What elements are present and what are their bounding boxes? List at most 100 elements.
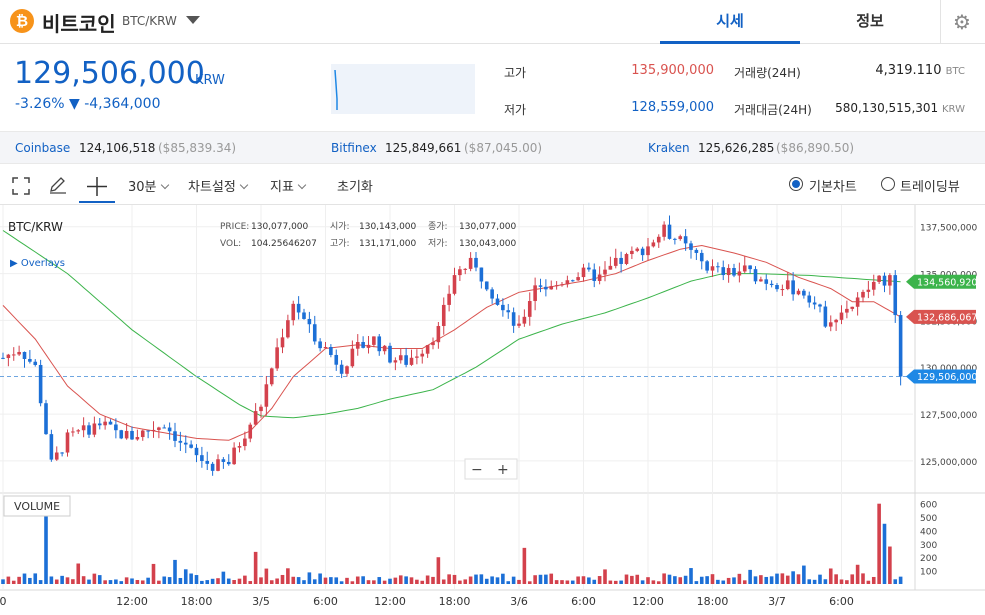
candle — [742, 265, 747, 272]
volume-bar — [162, 576, 167, 584]
volume-label: 거래량(24H) — [734, 66, 801, 80]
candle — [140, 430, 145, 438]
candle — [393, 360, 398, 363]
volume-bar — [312, 579, 317, 584]
interval-select[interactable]: 30분 — [128, 176, 169, 195]
chart-settings-menu[interactable]: 차트설정 — [188, 176, 249, 195]
zoom-out-button[interactable]: − — [471, 462, 483, 478]
candle — [436, 326, 441, 343]
candle — [291, 303, 296, 321]
exchange-price: 124,106,518 — [79, 141, 156, 155]
candle — [893, 275, 898, 316]
tradingview-label[interactable]: 트레이딩뷰 — [900, 180, 960, 195]
exchange-name[interactable]: Kraken — [648, 141, 690, 155]
volume-bar — [114, 579, 118, 584]
volume-bar — [318, 573, 322, 584]
candle — [44, 403, 48, 435]
volume-bar — [656, 581, 661, 584]
candle — [753, 269, 758, 282]
candle — [549, 286, 554, 290]
volume-bar — [17, 576, 21, 584]
candle — [495, 298, 500, 305]
mini-chart — [331, 64, 475, 114]
volume-bar — [366, 580, 371, 584]
volume-bar — [243, 575, 247, 584]
candle — [366, 344, 371, 348]
volume-bar — [269, 580, 274, 584]
candle — [17, 351, 21, 355]
zoom-in-button[interactable]: + — [497, 462, 509, 478]
volume-bar — [737, 573, 742, 584]
volume-bar — [828, 568, 833, 584]
volume-bar — [678, 577, 683, 584]
candle — [372, 336, 376, 345]
volume-bar — [581, 576, 586, 584]
price-tags: 134,560,920 132,686,067 129,506,000 — [906, 274, 977, 384]
chevron-down-icon[interactable] — [186, 16, 200, 24]
candle — [146, 430, 150, 432]
overlays-toggle[interactable]: ▶ Overlays — [10, 258, 65, 269]
candle — [458, 269, 462, 276]
bitcoin-icon: ₿ — [10, 9, 34, 33]
candle — [415, 356, 419, 358]
candle — [898, 315, 903, 377]
tab-info[interactable]: 정보 — [856, 12, 884, 30]
volume-bar — [506, 581, 511, 584]
tradingview-radio[interactable] — [881, 177, 895, 191]
chart-toolbar: 30분 차트설정 지표 초기화 기본차트 트레이딩뷰 — [0, 165, 985, 205]
candle — [716, 266, 720, 268]
coin-pair: BTC/KRW — [122, 14, 177, 28]
volume-bar — [361, 576, 365, 584]
volume-bar — [861, 573, 865, 584]
volume-bar — [452, 574, 457, 584]
pencil-icon[interactable] — [48, 175, 68, 195]
candle — [318, 341, 322, 349]
gear-icon[interactable]: ⚙ — [953, 10, 971, 34]
volume-bar — [791, 571, 795, 584]
volume-bar — [597, 576, 602, 584]
indicators-menu[interactable]: 지표 — [270, 176, 307, 195]
volume-bar — [382, 580, 387, 584]
time-tick-label: 12:00 — [116, 595, 148, 608]
volume-bar — [802, 565, 806, 584]
candle — [737, 271, 742, 276]
candle — [194, 447, 199, 456]
candle — [425, 345, 430, 354]
reset-button[interactable]: 초기화 — [337, 180, 373, 195]
basic-chart-label[interactable]: 기본차트 — [809, 180, 857, 195]
volume-bar — [329, 577, 333, 584]
volume-bar — [275, 578, 279, 584]
divider — [940, 0, 941, 44]
candle — [554, 285, 559, 287]
volume-bar — [157, 580, 161, 584]
candle — [296, 303, 301, 313]
price-chart[interactable]: 125,000,000127,500,000130,000,000132,500… — [0, 205, 985, 615]
candle — [888, 275, 892, 286]
volume-bar — [549, 573, 554, 584]
candle — [345, 366, 349, 374]
exchange-name[interactable]: Coinbase — [15, 141, 71, 155]
candle — [490, 289, 494, 299]
candle — [452, 275, 457, 294]
time-tick-label: 3/5 — [252, 595, 270, 608]
crosshair-tool-button[interactable] — [79, 172, 115, 203]
candle — [49, 434, 54, 460]
fullscreen-icon[interactable] — [12, 177, 30, 195]
candle — [576, 277, 580, 281]
volume-bar — [350, 581, 355, 584]
volume-bar — [877, 503, 881, 584]
candle — [726, 267, 731, 276]
volume-bar — [65, 577, 70, 584]
volume-bar — [286, 568, 290, 584]
legend-vol-label: VOL: — [220, 239, 241, 249]
tab-price[interactable]: 시세 — [660, 0, 800, 44]
candle — [329, 347, 333, 355]
basic-chart-radio[interactable] — [789, 177, 803, 191]
candle — [339, 364, 344, 374]
candle — [200, 455, 204, 462]
exchange-name[interactable]: Bitfinex — [331, 141, 377, 155]
volume-bar — [479, 574, 484, 584]
candle — [522, 316, 527, 324]
volume-bar — [404, 576, 408, 584]
candle — [592, 269, 597, 281]
